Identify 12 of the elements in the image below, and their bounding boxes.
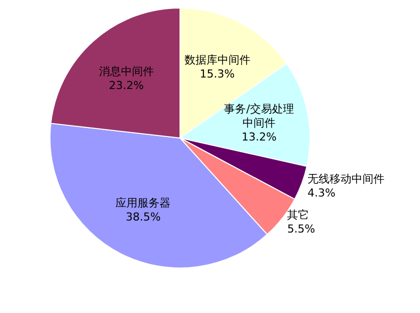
slice-label: 消息中间件 [98,64,154,78]
data-label: 23.2% [108,78,144,92]
slice-label: 数据库中间件 [184,54,250,67]
data-label: 5.5% [287,222,316,236]
data-label: 4.3% [308,186,336,200]
data-label: 13.2% [242,130,277,144]
slice-label: 应用服务器 [116,196,171,210]
data-label: 15.3% [200,68,235,81]
data-label: 38.5% [126,210,161,224]
slice-label: 其它 [287,208,310,222]
slice-label: 无线移动中间件 [308,172,385,186]
slice-label: 事务/交易处理中间件 [224,102,294,130]
